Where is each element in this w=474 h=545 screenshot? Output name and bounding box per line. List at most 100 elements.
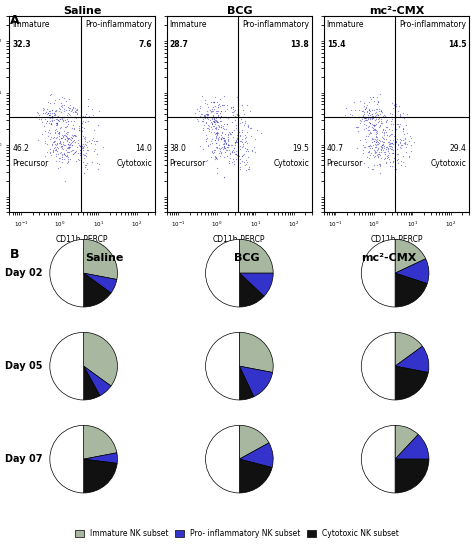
Point bbox=[65, 138, 73, 147]
Point bbox=[60, 155, 68, 163]
Wedge shape bbox=[83, 453, 118, 463]
Point bbox=[377, 147, 384, 156]
Point bbox=[40, 105, 47, 113]
Wedge shape bbox=[395, 425, 418, 459]
Point bbox=[229, 111, 237, 119]
Point bbox=[380, 137, 388, 146]
Point bbox=[213, 98, 220, 106]
Point bbox=[398, 140, 406, 149]
Point bbox=[382, 128, 390, 136]
Point bbox=[210, 128, 218, 136]
Point bbox=[373, 104, 380, 113]
Point bbox=[373, 105, 380, 113]
Point bbox=[376, 136, 383, 145]
Point bbox=[83, 143, 91, 152]
Point bbox=[73, 157, 80, 166]
Point bbox=[203, 110, 211, 118]
Point bbox=[347, 106, 355, 114]
Point bbox=[52, 139, 59, 148]
Point bbox=[366, 143, 374, 152]
Point bbox=[58, 150, 66, 159]
Point bbox=[46, 98, 54, 107]
Point bbox=[224, 131, 232, 140]
Point bbox=[45, 110, 53, 119]
Point bbox=[381, 153, 389, 162]
Point bbox=[373, 141, 380, 149]
Point bbox=[206, 106, 213, 114]
Point bbox=[41, 126, 49, 135]
Point bbox=[224, 142, 232, 151]
Point bbox=[93, 149, 100, 158]
Point bbox=[370, 120, 378, 129]
Point bbox=[82, 132, 89, 141]
Point bbox=[235, 151, 243, 160]
Point bbox=[208, 152, 215, 161]
Point bbox=[45, 126, 53, 135]
Text: mc²-CMX: mc²-CMX bbox=[361, 253, 416, 263]
Point bbox=[57, 142, 65, 151]
Point bbox=[371, 125, 379, 134]
Point bbox=[75, 123, 83, 132]
Point bbox=[348, 111, 356, 119]
Point bbox=[75, 141, 82, 149]
Point bbox=[242, 156, 250, 165]
Title: mc²-CMX: mc²-CMX bbox=[369, 5, 424, 16]
Point bbox=[251, 134, 259, 143]
Point bbox=[370, 153, 378, 162]
Point bbox=[389, 157, 396, 166]
Point bbox=[374, 144, 382, 153]
Point bbox=[40, 122, 48, 130]
Point bbox=[59, 132, 67, 141]
Point bbox=[215, 117, 222, 126]
Point bbox=[364, 111, 372, 120]
Point bbox=[371, 135, 378, 143]
Point bbox=[396, 111, 404, 120]
Point bbox=[218, 148, 225, 156]
Point bbox=[50, 99, 58, 108]
Point bbox=[396, 112, 403, 120]
Point bbox=[213, 129, 220, 137]
Point bbox=[224, 140, 231, 148]
Point bbox=[401, 134, 409, 143]
Title: Saline: Saline bbox=[63, 5, 101, 16]
Point bbox=[407, 147, 414, 156]
Point bbox=[204, 141, 212, 150]
Point bbox=[374, 137, 381, 146]
Point bbox=[80, 124, 87, 132]
Point bbox=[381, 148, 388, 156]
Point bbox=[76, 148, 84, 157]
Point bbox=[44, 108, 52, 117]
Text: Cytotoxic: Cytotoxic bbox=[273, 159, 309, 168]
Point bbox=[68, 123, 76, 132]
Point bbox=[67, 138, 74, 147]
Point bbox=[220, 134, 228, 142]
Point bbox=[61, 113, 68, 122]
Point bbox=[212, 117, 220, 125]
Point bbox=[251, 148, 258, 156]
Point bbox=[361, 113, 368, 122]
Point bbox=[391, 137, 399, 146]
Point bbox=[368, 114, 376, 123]
Point bbox=[232, 149, 239, 158]
Point bbox=[383, 116, 391, 124]
Point bbox=[236, 158, 244, 167]
Point bbox=[73, 109, 81, 118]
Point bbox=[371, 152, 379, 160]
Point bbox=[368, 110, 375, 118]
Point bbox=[65, 141, 73, 149]
Point bbox=[388, 139, 395, 148]
Point bbox=[73, 105, 81, 114]
Point bbox=[228, 118, 236, 126]
Point bbox=[403, 140, 411, 149]
Point bbox=[238, 125, 246, 134]
Point bbox=[88, 136, 96, 145]
Point bbox=[374, 151, 381, 160]
Point bbox=[380, 128, 388, 137]
Point bbox=[375, 136, 383, 144]
Point bbox=[73, 106, 81, 114]
Point bbox=[55, 130, 62, 138]
Point bbox=[397, 135, 404, 144]
Point bbox=[362, 138, 369, 147]
Point bbox=[388, 162, 396, 171]
Point bbox=[374, 110, 381, 118]
